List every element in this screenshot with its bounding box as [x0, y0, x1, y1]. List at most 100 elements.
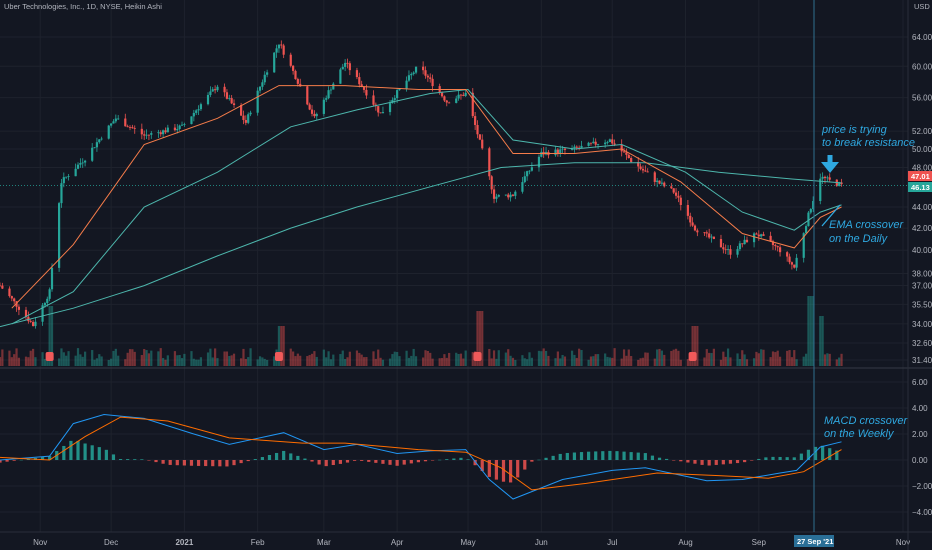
- price-tick-label: 42.00: [912, 224, 932, 233]
- volume-bar: [332, 354, 335, 366]
- candle-body: [788, 256, 791, 263]
- volume-bar: [162, 357, 165, 366]
- volume-bar: [438, 358, 441, 366]
- volume-bar: [719, 359, 723, 366]
- volume-bar: [50, 306, 54, 366]
- candle-body: [821, 176, 824, 179]
- candle-body: [173, 127, 177, 131]
- volume-bar: [1, 349, 4, 366]
- annotation-resistance-line2: to break resistance: [822, 137, 915, 149]
- candle-body: [143, 134, 146, 136]
- candle-body: [809, 209, 812, 213]
- volume-bar: [757, 353, 760, 366]
- candle-body: [76, 164, 80, 169]
- volume-bar: [133, 351, 136, 366]
- macd-histogram-bar: [480, 460, 484, 472]
- macd-histogram-bar: [764, 457, 768, 460]
- candle-body: [325, 98, 328, 100]
- volume-bar: [41, 352, 44, 366]
- volume-bar: [774, 352, 777, 366]
- annotation-macd-line1: MACD crossover: [824, 415, 908, 427]
- macd-histogram-bar: [338, 460, 342, 464]
- macd-histogram-bar: [785, 457, 789, 460]
- candle-body: [216, 86, 219, 91]
- volume-bar: [464, 350, 467, 366]
- volume-bar: [620, 358, 623, 366]
- volume-bar: [190, 351, 193, 366]
- macd-histogram-bar: [360, 460, 364, 461]
- candle-body: [412, 72, 415, 74]
- candle-body: [795, 257, 798, 268]
- volume-bar: [570, 350, 574, 366]
- volume-bar: [261, 357, 264, 366]
- volume-bar: [592, 356, 595, 366]
- candle-body: [431, 78, 434, 87]
- macd-histogram-bar: [12, 460, 16, 461]
- candle-body: [344, 62, 347, 67]
- macd-histogram-bar: [629, 452, 633, 460]
- macd-histogram-bar: [792, 457, 796, 460]
- macd-histogram-bar: [466, 459, 470, 460]
- candle-body: [396, 90, 399, 99]
- candle-body: [774, 245, 777, 247]
- candle-body: [509, 194, 512, 198]
- price-tick-label: 50.00: [912, 145, 932, 154]
- candle-body: [62, 177, 65, 184]
- volume-bar: [729, 357, 732, 366]
- macd-histogram-bar: [601, 451, 605, 460]
- candle-body: [686, 205, 689, 216]
- volume-bar: [481, 311, 484, 366]
- candle-body: [724, 249, 727, 251]
- macd-tick-label: 0.00: [912, 456, 928, 465]
- price-tick-label: 52.00: [912, 127, 932, 136]
- candle-body: [521, 182, 524, 192]
- candle-body: [448, 102, 451, 104]
- candle-body: [474, 116, 477, 125]
- candle-body: [497, 194, 500, 197]
- candle-body: [29, 321, 32, 323]
- volume-bar: [405, 350, 408, 366]
- candle-body: [622, 151, 626, 153]
- macd-histogram-bar: [487, 460, 491, 477]
- volume-bar: [346, 357, 349, 366]
- candle-body: [812, 201, 815, 210]
- volume-bar: [625, 355, 628, 366]
- volume-bar: [828, 353, 831, 366]
- annotation-resistance-line1: price is trying: [821, 124, 888, 136]
- volume-bar: [62, 352, 65, 366]
- candle-body: [24, 309, 28, 317]
- candle-body: [176, 128, 179, 131]
- volume-bar: [703, 357, 706, 366]
- macd-histogram-bar: [189, 460, 194, 466]
- volume-bar: [521, 355, 524, 366]
- volume-bar: [653, 358, 656, 366]
- candle-body: [755, 233, 758, 235]
- candle-body: [8, 288, 11, 297]
- candle-body: [261, 82, 264, 87]
- volume-bar: [117, 355, 120, 366]
- volume-bar: [741, 350, 744, 366]
- volume-bar: [445, 357, 448, 366]
- volume-bar: [294, 356, 297, 366]
- candle-body: [256, 90, 259, 113]
- candle-body: [504, 194, 507, 196]
- macd-histogram-bar: [232, 460, 236, 466]
- volume-bar: [412, 348, 415, 366]
- macd-tick-label: 4.00: [912, 404, 928, 413]
- volume-bar: [176, 355, 179, 366]
- volume-bar: [509, 355, 512, 366]
- volume-bar: [79, 354, 82, 366]
- time-tick-label: May: [460, 538, 475, 547]
- volume-bar: [804, 353, 808, 366]
- macd-histogram-bar: [693, 460, 697, 464]
- macd-histogram-bar: [594, 451, 598, 460]
- candle-body: [95, 142, 99, 148]
- volume-bar: [74, 355, 77, 366]
- volume-bar: [206, 352, 210, 366]
- candle-body: [398, 88, 401, 91]
- candle-body: [147, 134, 151, 136]
- volume-bar: [429, 352, 432, 366]
- candle-body: [162, 130, 165, 135]
- volume-bar: [95, 358, 99, 366]
